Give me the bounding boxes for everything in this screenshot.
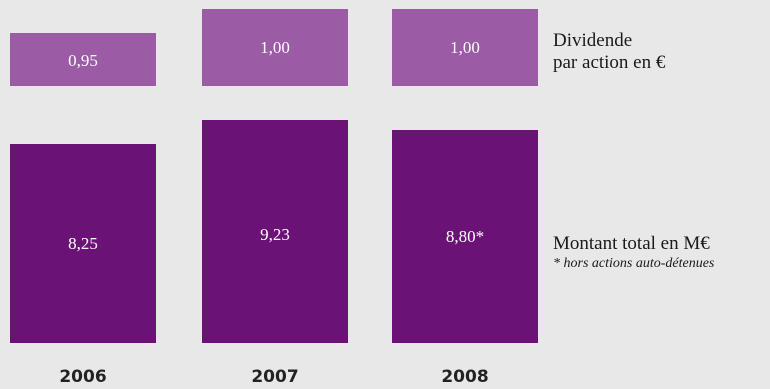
year-label-2007: 2007 <box>251 367 298 387</box>
dividend-legend: Dividende par action en € <box>553 30 665 74</box>
dividend-value-label-2008: 1,00 <box>450 38 480 57</box>
dividend-per-share-bars: 0,95 1,00 1,00 <box>10 9 538 86</box>
year-label-2006: 2006 <box>59 367 106 387</box>
total-value-label-2006: 8,25 <box>68 234 98 253</box>
total-legend: Montant total en M€ * hors actions auto-… <box>553 233 714 273</box>
dividend-legend-line-2: par action en € <box>553 52 666 73</box>
dividend-value-label-2007: 1,00 <box>260 38 290 57</box>
dividend-value-label-2006: 0,95 <box>68 51 98 70</box>
total-legend-note: * hors actions auto-détenues <box>553 256 715 271</box>
total-value-label-2008: 8,80* <box>446 227 484 246</box>
dividend-legend-line-1: Dividende <box>553 30 633 51</box>
total-amount-bars: 8,25 9,23 8,80* <box>10 120 538 343</box>
year-labels: 2006 2007 2008 <box>59 367 488 387</box>
total-bar-2007 <box>202 120 348 343</box>
total-bar-2006 <box>10 144 156 343</box>
total-value-label-2007: 9,23 <box>260 225 290 244</box>
dividend-bar-2006 <box>10 33 156 86</box>
dividend-bar-2008 <box>392 9 538 86</box>
dividend-bar-2007 <box>202 9 348 86</box>
year-label-2008: 2008 <box>441 367 488 387</box>
total-bar-2008 <box>392 130 538 343</box>
total-legend-label: Montant total en M€ <box>553 233 710 254</box>
